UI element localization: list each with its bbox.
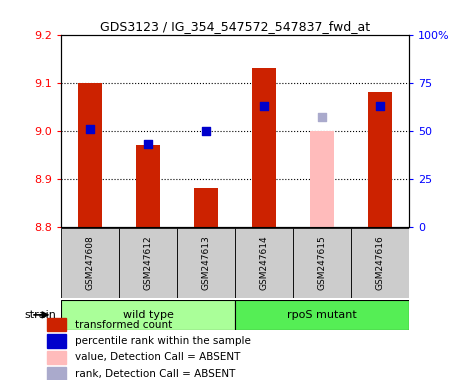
Bar xyxy=(47,334,66,348)
Bar xyxy=(252,68,275,227)
Point xyxy=(86,126,94,132)
Bar xyxy=(61,300,235,330)
Text: GSM247612: GSM247612 xyxy=(143,236,153,290)
Bar xyxy=(78,83,102,227)
Text: rank, Detection Call = ABSENT: rank, Detection Call = ABSENT xyxy=(75,369,235,379)
Text: GSM247608: GSM247608 xyxy=(86,236,94,290)
Bar xyxy=(235,300,409,330)
Text: GSM247614: GSM247614 xyxy=(259,236,268,290)
Bar xyxy=(293,228,351,298)
Title: GDS3123 / IG_354_547572_547837_fwd_at: GDS3123 / IG_354_547572_547837_fwd_at xyxy=(100,20,370,33)
Bar xyxy=(310,131,334,227)
Bar xyxy=(368,92,392,227)
Point xyxy=(376,103,384,109)
Text: value, Detection Call = ABSENT: value, Detection Call = ABSENT xyxy=(75,352,241,362)
Point xyxy=(144,141,152,147)
Bar xyxy=(136,145,160,227)
Bar xyxy=(47,351,66,364)
Text: GSM247613: GSM247613 xyxy=(202,236,211,290)
Bar xyxy=(177,228,235,298)
Text: wild type: wild type xyxy=(123,310,173,320)
Text: strain: strain xyxy=(24,310,56,320)
Bar xyxy=(195,188,218,227)
Point xyxy=(202,127,210,134)
Bar xyxy=(61,228,119,298)
Text: transformed count: transformed count xyxy=(75,319,172,330)
Bar xyxy=(47,318,66,331)
Point xyxy=(260,103,268,109)
Bar xyxy=(119,228,177,298)
Text: rpoS mutant: rpoS mutant xyxy=(287,310,357,320)
Text: GSM247615: GSM247615 xyxy=(317,236,327,290)
Text: percentile rank within the sample: percentile rank within the sample xyxy=(75,336,251,346)
Text: GSM247616: GSM247616 xyxy=(376,236,384,290)
Bar xyxy=(47,367,66,380)
Point xyxy=(318,114,326,120)
Bar xyxy=(235,228,293,298)
Bar xyxy=(351,228,409,298)
